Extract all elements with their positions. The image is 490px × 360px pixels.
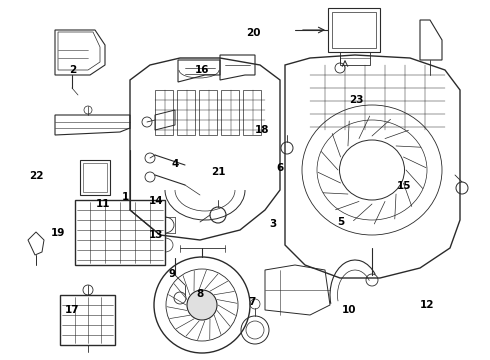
Text: 3: 3 (270, 219, 277, 229)
Text: 11: 11 (96, 199, 110, 210)
Text: 10: 10 (342, 305, 356, 315)
Text: 5: 5 (337, 217, 344, 228)
Text: 4: 4 (172, 159, 179, 169)
Text: 17: 17 (65, 305, 80, 315)
Text: 19: 19 (50, 228, 65, 238)
Text: 9: 9 (169, 269, 176, 279)
Text: 18: 18 (255, 125, 270, 135)
Text: 15: 15 (397, 181, 412, 192)
Text: 16: 16 (195, 65, 209, 75)
Text: 2: 2 (69, 65, 76, 75)
Text: 1: 1 (122, 192, 128, 202)
Text: 7: 7 (248, 297, 256, 307)
Text: 14: 14 (148, 196, 163, 206)
Text: 20: 20 (246, 28, 261, 38)
Text: 13: 13 (148, 230, 163, 240)
Text: 23: 23 (349, 95, 364, 105)
Text: 12: 12 (420, 300, 435, 310)
Circle shape (187, 290, 217, 320)
Text: 22: 22 (29, 171, 44, 181)
Text: 21: 21 (211, 167, 225, 177)
Text: 8: 8 (196, 289, 203, 300)
Text: 6: 6 (277, 163, 284, 174)
